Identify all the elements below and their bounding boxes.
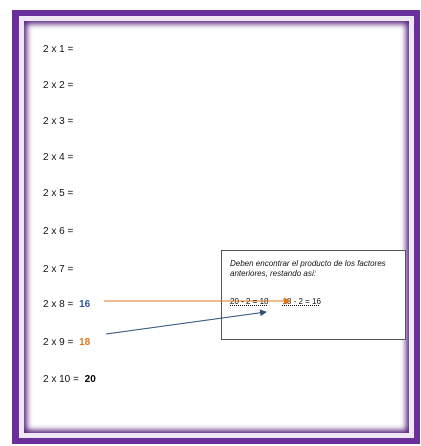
table-row: 2 x 5 =	[43, 188, 73, 199]
table-row: 2 x 8 = 16	[43, 299, 90, 310]
subtraction-op-1: 20 - 2 = 18	[230, 297, 269, 306]
page-content	[24, 21, 409, 433]
subtraction-examples: 20 - 2 = 18 18 - 2 = 16	[230, 297, 321, 306]
table-row: 2 x 1 =	[43, 44, 73, 55]
table-row: 2 x 9 = 18	[43, 337, 90, 348]
table-row: 2 x 7 =	[43, 264, 73, 275]
table-row: 2 x 10 = 20	[43, 374, 96, 385]
row-result: 18	[79, 337, 91, 348]
page-frame-border	[19, 16, 414, 438]
row-expression: 2 x 5 =	[43, 188, 74, 199]
row-expression: 2 x 3 =	[43, 116, 74, 127]
row-expression: 2 x 6 =	[43, 226, 74, 237]
instruction-text: Deben encontrar el producto de los facto…	[230, 259, 386, 278]
table-row: 2 x 6 =	[43, 226, 73, 237]
row-result: 16	[79, 299, 91, 310]
row-expression: 2 x 1 =	[43, 44, 74, 55]
table-row: 2 x 2 =	[43, 80, 73, 91]
table-row: 2 x 3 =	[43, 116, 73, 127]
row-expression: 2 x 9 =	[43, 337, 74, 348]
instruction-callout: Deben encontrar el producto de los facto…	[221, 250, 406, 340]
row-result: 20	[84, 374, 96, 385]
subtraction-op-2: 18 - 2 = 16	[282, 297, 321, 306]
row-expression: 2 x 10 =	[43, 374, 79, 385]
row-expression: 2 x 7 =	[43, 264, 74, 275]
page-frame	[12, 10, 420, 444]
row-expression: 2 x 8 =	[43, 299, 74, 310]
row-expression: 2 x 4 =	[43, 152, 74, 163]
row-expression: 2 x 2 =	[43, 80, 74, 91]
table-row: 2 x 4 =	[43, 152, 73, 163]
